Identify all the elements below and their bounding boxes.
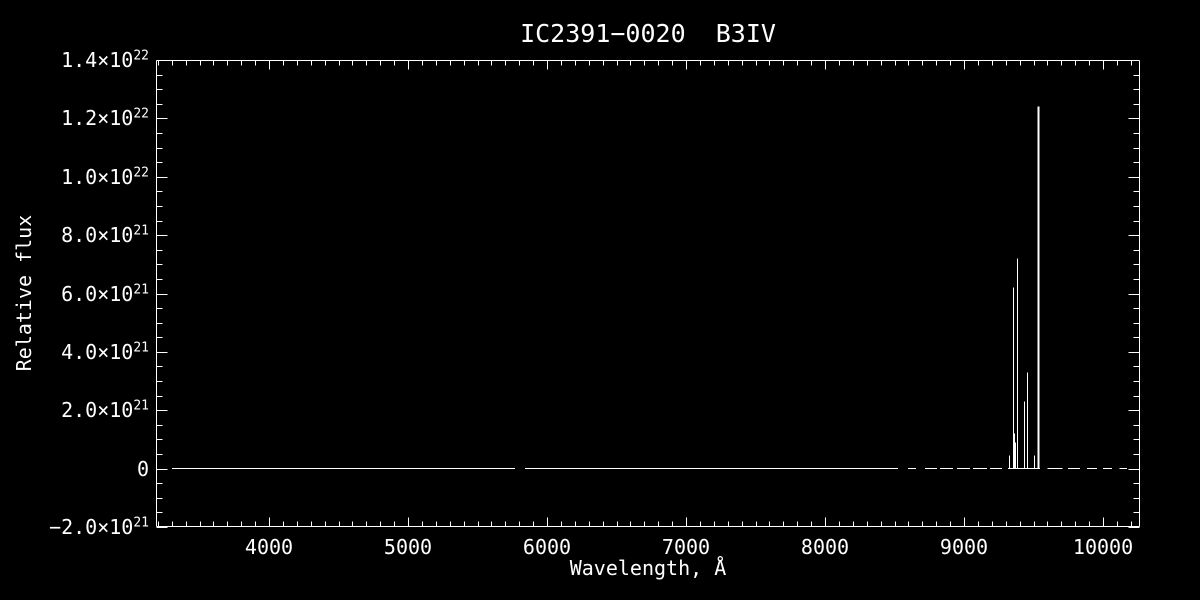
y-tick-label: 4.0×1021 (61, 339, 149, 364)
y-tick-label: −2.0×1021 (49, 515, 149, 539)
y-tick-label: 0 (136, 456, 149, 481)
y-tick-label: 8.0×1021 (61, 223, 149, 248)
x-axis-title: Wavelength, Å (569, 556, 727, 580)
x-tick-label: 4000 (244, 535, 294, 559)
y-tick-label: 6.0×1021 (61, 281, 149, 306)
y-tick-label: 1.4×1022 (61, 48, 149, 72)
x-tick-label: 7000 (661, 535, 711, 559)
chart-title: IC2391−0020 B3IV (520, 19, 776, 48)
y-tick-label: 1.2×1022 (61, 106, 149, 131)
x-tick-label: 8000 (800, 535, 850, 559)
x-tick-label: 10000 (1072, 535, 1134, 559)
y-tick-label: 2.0×1021 (61, 398, 149, 423)
y-tick-label: 1.0×1022 (61, 164, 149, 189)
x-tick-label: 9000 (939, 535, 989, 559)
x-tick-label: 5000 (383, 535, 433, 559)
x-tick-label: 6000 (522, 535, 572, 559)
